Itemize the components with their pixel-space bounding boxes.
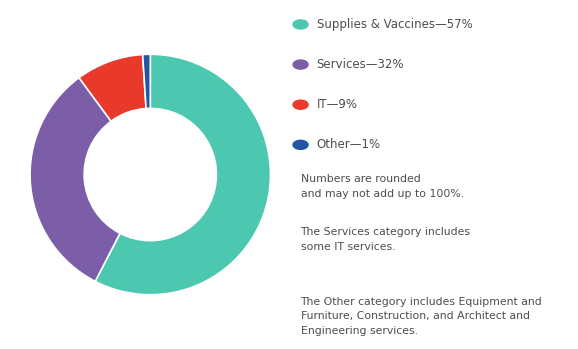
Text: The Other category includes Equipment and
Furniture, Construction, and Architect: The Other category includes Equipment an… <box>301 297 542 336</box>
Wedge shape <box>143 54 150 109</box>
Text: IT—9%: IT—9% <box>317 98 358 111</box>
Text: The Services category includes
some IT services.: The Services category includes some IT s… <box>301 227 470 252</box>
Wedge shape <box>79 54 146 121</box>
Text: Other—1%: Other—1% <box>317 138 381 151</box>
Wedge shape <box>95 54 271 295</box>
Text: Numbers are rounded
and may not add up to 100%.: Numbers are rounded and may not add up t… <box>301 174 464 199</box>
Wedge shape <box>30 78 120 281</box>
Text: Supplies & Vaccines—57%: Supplies & Vaccines—57% <box>317 18 472 31</box>
Text: Services—32%: Services—32% <box>317 58 404 71</box>
